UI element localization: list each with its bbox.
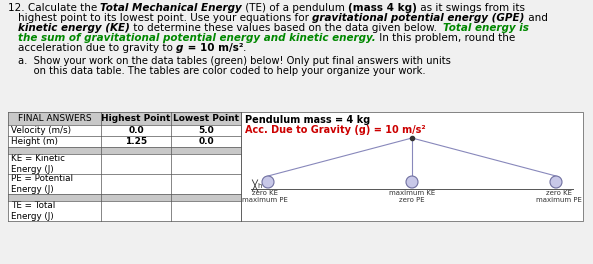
Text: gravitational potential energy (GPE): gravitational potential energy (GPE) [313, 13, 525, 23]
Bar [171, 136, 241, 147]
Text: KE = Kinetic
Energy (J): KE = Kinetic Energy (J) [11, 154, 65, 174]
Text: .: . [243, 43, 246, 53]
Bar [8, 201, 101, 221]
Bar [8, 112, 241, 125]
Circle shape [262, 176, 274, 188]
Text: = 10 m/s: = 10 m/s [183, 43, 238, 53]
Bar [171, 201, 241, 221]
Text: (TE) of a pendulum: (TE) of a pendulum [243, 3, 348, 13]
Text: PE = Potential
Energy (J): PE = Potential Energy (J) [11, 174, 73, 194]
Text: Velocity (m/s): Velocity (m/s) [11, 126, 71, 135]
Bar [101, 136, 171, 147]
Text: FINAL ANSWERS: FINAL ANSWERS [18, 114, 91, 123]
Text: 12. Calculate the: 12. Calculate the [8, 3, 100, 13]
Text: zero KE
maximum PE: zero KE maximum PE [536, 190, 582, 203]
Text: acceleration due to gravity to: acceleration due to gravity to [18, 43, 176, 53]
Bar [241, 112, 583, 221]
Text: h: h [257, 182, 262, 188]
Text: highest point to its lowest point. Use your equations for: highest point to its lowest point. Use y… [18, 13, 313, 23]
Text: kinetic energy (KE): kinetic energy (KE) [18, 23, 130, 33]
Bar [8, 125, 101, 136]
Text: 1.25: 1.25 [125, 137, 147, 146]
Text: g: g [176, 43, 183, 53]
Text: zero KE
maximum PE: zero KE maximum PE [242, 190, 288, 203]
Circle shape [406, 176, 418, 188]
Text: Total energy is: Total energy is [444, 23, 529, 33]
Text: (mass 4 kg): (mass 4 kg) [348, 3, 417, 13]
Bar [101, 201, 171, 221]
Bar [8, 136, 101, 147]
Text: on this data table. The tables are color coded to help your organize your work.: on this data table. The tables are color… [18, 65, 426, 76]
Text: Highest Point: Highest Point [101, 114, 171, 123]
Text: as it swings from its: as it swings from its [417, 3, 525, 13]
Text: ²: ² [238, 43, 243, 53]
Text: and: and [525, 13, 547, 23]
Text: Total Mechanical Energy: Total Mechanical Energy [100, 3, 243, 13]
Bar [8, 194, 241, 201]
Bar [8, 147, 241, 154]
Text: Pendulum mass = 4 kg: Pendulum mass = 4 kg [245, 115, 370, 125]
Text: 0.0: 0.0 [128, 126, 144, 135]
Text: Height (m): Height (m) [11, 137, 58, 146]
Circle shape [550, 176, 562, 188]
Text: 5.0: 5.0 [198, 126, 214, 135]
Bar [171, 154, 241, 174]
Bar [101, 154, 171, 174]
Text: In this problem, round the: In this problem, round the [376, 33, 515, 43]
Text: to determine these values based on the data given below.: to determine these values based on the d… [130, 23, 444, 33]
Text: 0.0: 0.0 [198, 137, 214, 146]
Text: maximum KE
zero PE: maximum KE zero PE [389, 190, 435, 203]
Bar [171, 174, 241, 194]
Bar [101, 125, 171, 136]
Text: a.  Show your work on the data tables (green) below! Only put final answers with: a. Show your work on the data tables (gr… [18, 56, 451, 66]
Text: the sum of gravitational potential energy and kinetic energy.: the sum of gravitational potential energ… [18, 33, 376, 43]
Bar [171, 125, 241, 136]
Text: TE = Total
Energy (J): TE = Total Energy (J) [11, 201, 55, 221]
Bar [8, 174, 101, 194]
Bar [8, 154, 101, 174]
Bar [101, 174, 171, 194]
Text: Acc. Due to Gravity (g) = 10 m/s²: Acc. Due to Gravity (g) = 10 m/s² [245, 125, 426, 135]
Text: Lowest Point: Lowest Point [173, 114, 239, 123]
